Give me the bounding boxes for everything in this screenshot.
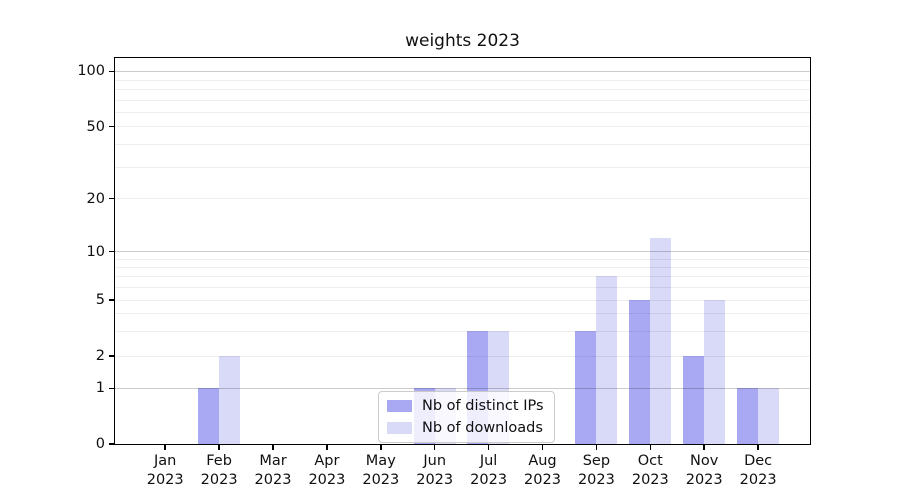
x-tick-mark (757, 445, 759, 450)
x-tick-mark (703, 445, 705, 450)
y-tick-mark (109, 355, 114, 357)
minor-gridline (115, 276, 810, 278)
x-tick-label: Jul 2023 (470, 453, 508, 488)
legend-label-distinct-ips: Nb of distinct IPs (422, 398, 544, 414)
grid-layer (115, 58, 810, 444)
y-tick-mark (109, 250, 114, 253)
minor-gridline (115, 313, 810, 315)
x-tick-mark (218, 445, 220, 450)
legend-item-distinct-ips: Nb of distinct IPs (387, 397, 544, 415)
x-tick-label: Jun 2023 (416, 453, 454, 488)
y-tick-mark (109, 70, 114, 73)
x-tick-mark (164, 445, 166, 450)
bar-downloads (596, 276, 618, 444)
legend: Nb of distinct IPs Nb of downloads (378, 391, 555, 443)
minor-gridline (115, 330, 810, 332)
minor-gridline (115, 355, 810, 357)
x-tick-label: Sep 2023 (577, 453, 615, 488)
y-tick-label: 0 (95, 436, 105, 452)
x-tick-label: Dec 2023 (739, 453, 777, 488)
bar-downloads (757, 388, 779, 444)
y-tick-label: 50 (86, 118, 105, 135)
bar-downloads (218, 356, 240, 444)
x-tick-mark (487, 445, 490, 450)
bar-distinct-ips (575, 331, 597, 444)
minor-gridline (115, 198, 810, 200)
minor-gridline (115, 143, 810, 145)
minor-gridline (115, 99, 810, 101)
x-tick-mark (541, 445, 544, 450)
y-tick-label: 2 (95, 348, 105, 365)
bar-distinct-ips (736, 388, 758, 444)
y-tick-mark (109, 197, 114, 200)
x-tick-label: Oct 2023 (631, 453, 669, 488)
plot-area: Nb of distinct IPs Nb of downloads (114, 57, 811, 445)
x-tick-mark (433, 445, 436, 450)
x-tick-label: Feb 2023 (200, 453, 238, 488)
minor-gridline (115, 79, 810, 81)
legend-item-downloads: Nb of downloads (387, 419, 544, 437)
minor-gridline (115, 126, 810, 128)
major-gridline (115, 388, 810, 390)
bar-downloads (704, 299, 725, 444)
bar-distinct-ips (629, 299, 651, 444)
minor-gridline (115, 89, 810, 90)
y-tick-mark (109, 387, 114, 390)
bar-distinct-ips (197, 388, 219, 444)
y-tick-mark (109, 443, 114, 445)
y-tick-label: 100 (77, 63, 105, 80)
y-tick-mark (109, 299, 114, 301)
minor-gridline (115, 111, 810, 113)
x-tick-label: Apr 2023 (308, 453, 346, 488)
chart-title: weights 2023 (405, 31, 520, 51)
y-tick-label: 5 (95, 291, 105, 308)
y-tick-label: 10 (86, 243, 105, 260)
x-tick-label: Aug 2023 (524, 453, 561, 488)
legend-swatch-downloads (387, 422, 412, 434)
minor-gridline (115, 258, 810, 260)
x-tick-label: Jan 2023 (146, 453, 184, 488)
y-tick-label: 1 (95, 380, 105, 397)
legend-swatch-distinct-ips (387, 400, 412, 412)
x-tick-mark (272, 445, 274, 450)
minor-gridline (115, 166, 810, 168)
legend-label-downloads: Nb of downloads (422, 420, 543, 436)
x-tick-label: Nov 2023 (685, 453, 723, 488)
minor-gridline (115, 266, 810, 268)
major-gridline (115, 71, 810, 73)
x-tick-mark (326, 445, 328, 450)
bar-distinct-ips (683, 356, 704, 444)
y-tick-label: 20 (86, 190, 105, 207)
x-tick-label: Mar 2023 (254, 453, 292, 488)
y-tick-mark (109, 125, 114, 128)
x-tick-mark (595, 445, 598, 450)
bar-downloads (650, 237, 672, 444)
x-tick-mark (649, 445, 652, 450)
major-gridline (115, 251, 810, 253)
x-tick-mark (380, 445, 382, 450)
minor-gridline (115, 286, 810, 288)
x-tick-label: May 2023 (362, 453, 400, 488)
minor-gridline (115, 299, 810, 301)
